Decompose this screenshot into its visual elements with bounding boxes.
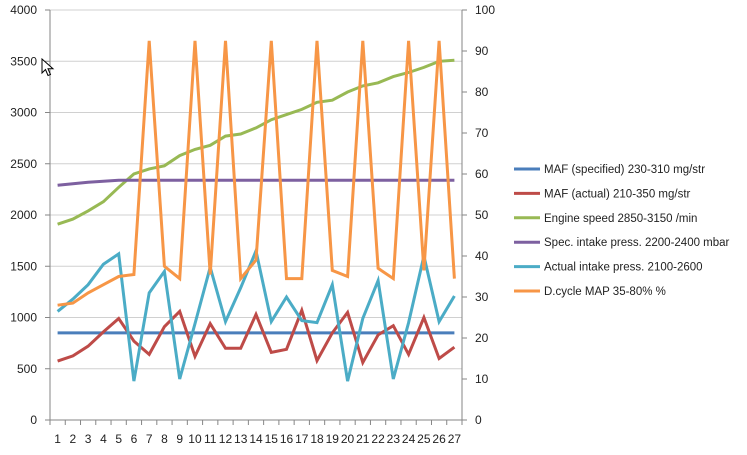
mouse-cursor-icon [41,58,55,77]
x-tick-label: 24 [402,432,416,446]
x-tick-label: 3 [85,432,92,446]
y-tick-label: 500 [17,362,37,376]
legend-label: Spec. intake press. 2200-2400 mbar [544,237,730,249]
legend-label: Engine speed 2850-3150 /min [544,213,697,225]
x-tick-label: 23 [387,432,401,446]
x-tick-label: 21 [356,432,370,446]
x-tick-label: 4 [100,432,107,446]
y2-tick-label: 40 [475,249,489,263]
x-tick-label: 6 [131,432,138,446]
y-tick-label: 3500 [10,54,37,68]
x-tick-label: 9 [176,432,183,446]
x-tick-label: 13 [234,432,248,446]
x-tick-label: 7 [146,432,153,446]
x-tick-label: 15 [265,432,279,446]
y2-tick-label: 0 [475,413,482,427]
y-tick-label: 2000 [10,208,37,222]
right-axis-ticks: 0 10 20 30 40 50 60 70 80 90 100 [475,3,495,427]
series-line-3 [57,178,455,187]
x-tick-label: 2 [70,432,77,446]
y2-tick-label: 60 [475,167,489,181]
x-tick-label: 17 [295,432,309,446]
x-axis-ticks: 1 2 3 4 5 6 7 8 9 10 11 12 13 14 15 16 17 18 19 20 21 22 23 24 2… [54,432,461,446]
legend-label: MAF (specified) 230-310 mg/str [544,164,705,176]
y2-tick-label: 30 [475,290,489,304]
y2-tick-label: 70 [475,126,489,140]
x-tick-label: 1 [54,432,61,446]
y2-tick-label: 10 [475,372,489,386]
x-tick-label: 27 [448,432,462,446]
y-tick-label: 3000 [10,106,37,120]
x-tick-label: 5 [115,432,122,446]
x-tick-label: 11 [204,432,217,446]
x-tick-label: 18 [310,432,324,446]
left-axis-ticks: 0 500 1000 1500 2000 2500 3000 3500 4000 [10,3,37,427]
x-tick-label: 20 [341,432,355,446]
x-tick-label: 16 [280,432,294,446]
y-tick-label: 0 [30,413,37,427]
series-line-1 [57,305,456,367]
y-tick-label: 1000 [10,311,37,325]
legend: MAF (specified) 230-310 mg/str MAF (actua… [514,164,730,298]
legend-label: MAF (actual) 210-350 mg/str [544,188,691,200]
y2-tick-label: 20 [475,331,489,345]
x-tick-label: 26 [432,432,446,446]
x-tick-label: 10 [188,432,202,446]
x-tick-label: 19 [326,432,340,446]
legend-label: D.cycle MAP 35-80% % [544,286,666,298]
x-tick-label: 8 [161,432,168,446]
y-tick-label: 4000 [10,3,37,17]
x-tick-label: 25 [417,432,431,446]
y2-tick-label: 100 [475,3,495,17]
axes [45,9,467,425]
x-tick-label: 12 [219,432,233,446]
y-tick-label: 1500 [10,259,37,273]
x-tick-label: 14 [249,432,263,446]
y-tick-label: 2500 [10,157,37,171]
series-line-5 [57,40,456,307]
series-line-2 [57,58,455,226]
y2-tick-label: 80 [475,85,489,99]
x-tick-label: 22 [371,432,385,446]
legend-label: Actual intake press. 2100-2600 [544,262,703,274]
y2-tick-label: 50 [475,208,489,222]
series-lines [56,40,456,382]
y2-tick-label: 90 [475,44,489,58]
